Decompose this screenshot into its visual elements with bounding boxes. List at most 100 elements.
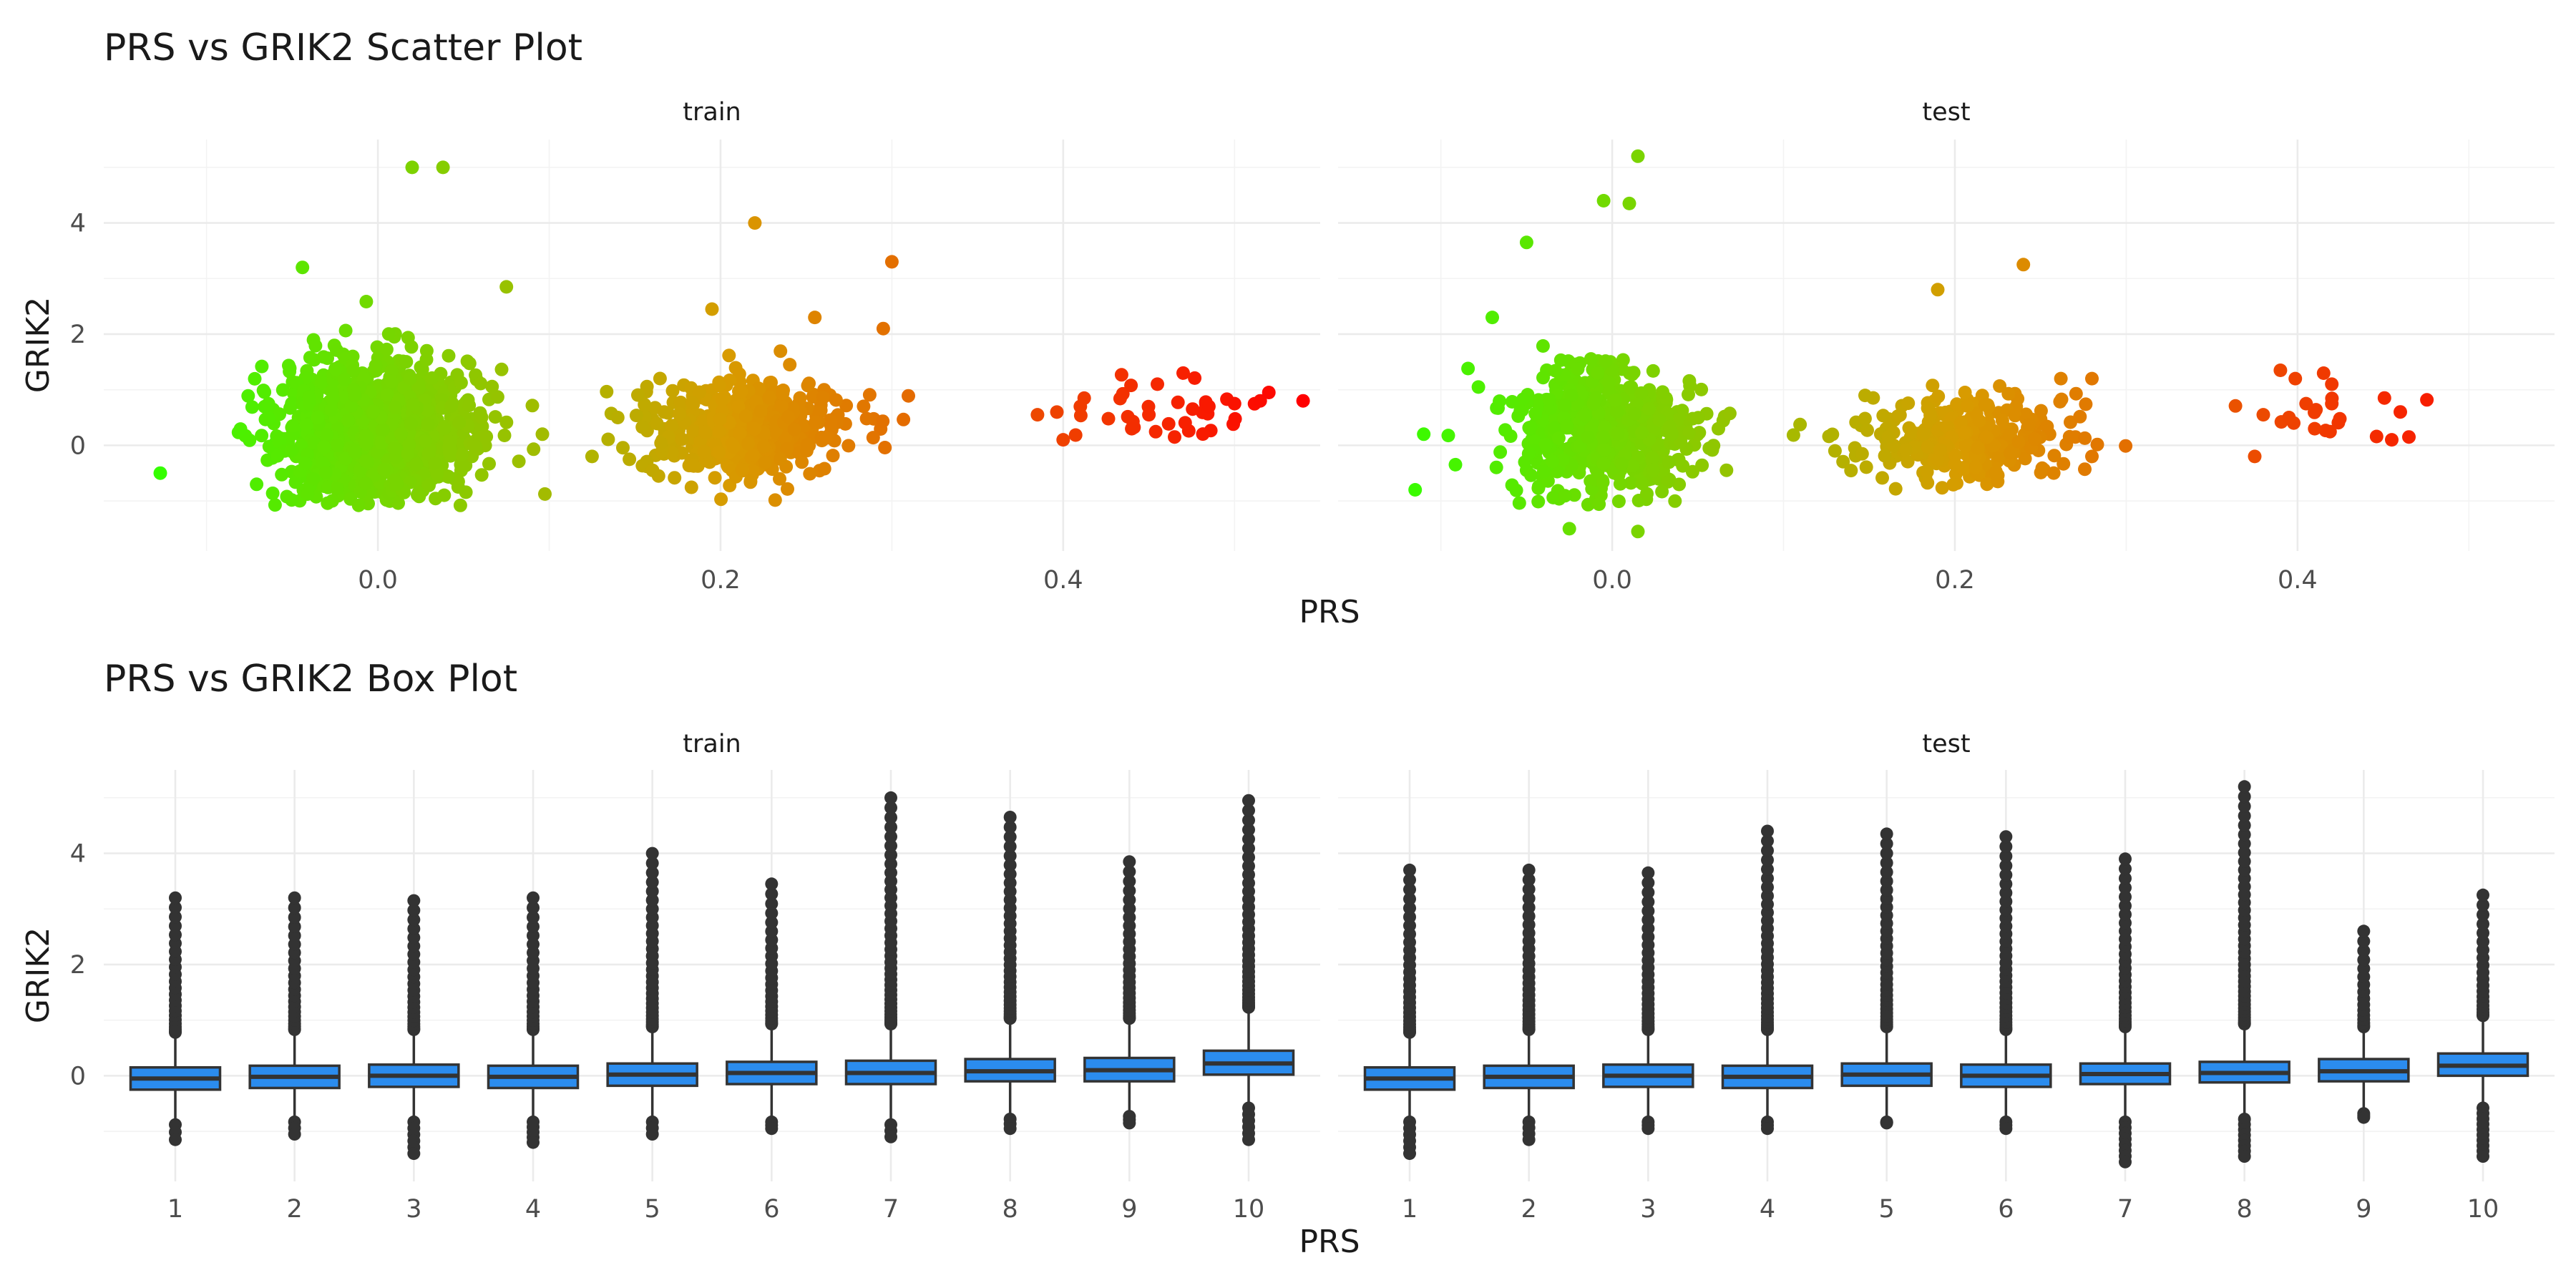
scatter-point: [2028, 432, 2041, 447]
scatter-point: [1822, 429, 1836, 444]
x-tick-label: 5: [1879, 1195, 1895, 1224]
scatter-point: [454, 376, 468, 390]
box-outlier: [1403, 892, 1416, 906]
scatter-point: [623, 452, 637, 467]
scatter-point: [1926, 379, 1940, 393]
scatter-point: [741, 436, 755, 451]
box-7: [844, 791, 937, 1143]
scatter-point: [153, 466, 167, 480]
scatter-point: [311, 411, 325, 424]
scatter-point: [1571, 362, 1585, 376]
scatter-point: [2248, 449, 2262, 464]
scatter-point: [1030, 408, 1045, 422]
scatter-point: [1858, 411, 1872, 426]
box-outlier: [765, 897, 779, 910]
scatter-point: [1608, 393, 1622, 407]
scatter-point: [1980, 477, 1994, 492]
box-6: [726, 877, 818, 1136]
scatter-point: [1995, 414, 2009, 428]
scatter-point: [331, 482, 345, 496]
scatter-point: [1596, 430, 1610, 444]
box-7: [2079, 852, 2172, 1169]
scatter-point: [298, 456, 313, 470]
scatter-point: [1493, 445, 1508, 459]
scatter-point: [1516, 392, 1531, 406]
box-outlier: [1641, 913, 1655, 927]
box-outlier: [169, 1133, 182, 1146]
scatter-point: [839, 399, 854, 413]
scatter-point: [1228, 411, 1242, 426]
scatter-point: [338, 372, 352, 386]
scatter-point: [316, 350, 331, 364]
y-tick-label: 0: [70, 1062, 86, 1091]
box-outlier: [1761, 834, 1774, 848]
scatter-point: [1558, 399, 1572, 413]
scatter-point: [437, 488, 452, 502]
x-tick-label: 8: [2237, 1195, 2253, 1224]
box-outlier: [1123, 874, 1136, 888]
box-outlier: [1999, 840, 2013, 853]
box-outlier: [1522, 1133, 1536, 1146]
box-outlier: [169, 901, 182, 914]
scatter-point: [1550, 464, 1564, 479]
scatter-point: [738, 409, 753, 423]
box-outlier: [2238, 809, 2251, 823]
scatter-point: [687, 459, 701, 473]
box-outlier: [1242, 832, 1255, 846]
scatter-point: [1186, 402, 1200, 416]
scatter-point: [512, 454, 526, 469]
box-outlier: [2238, 846, 2251, 859]
box-outlier: [1761, 1122, 1774, 1136]
scatter-point: [1631, 525, 1645, 539]
box-outlier: [2238, 799, 2251, 813]
box-outlier: [645, 894, 659, 907]
scatter-point: [324, 403, 338, 417]
scatter-point: [1148, 424, 1163, 439]
box-outlier: [884, 848, 897, 862]
x-tick-label: 10: [2467, 1195, 2499, 1224]
scatter-point: [286, 419, 300, 433]
scatter-point: [787, 422, 801, 436]
scatter-point: [282, 358, 296, 373]
scatter-point: [2323, 424, 2337, 439]
scatter-point: [731, 400, 746, 414]
scatter-point: [1646, 463, 1660, 477]
x-tick-label: 3: [406, 1195, 421, 1224]
box-outlier: [527, 901, 540, 914]
scatter-point: [1564, 388, 1579, 402]
box-outlier: [645, 857, 659, 870]
scatter-point: [780, 441, 794, 456]
scatter-point: [1931, 283, 1945, 297]
scatter-point: [1493, 394, 1507, 409]
scatter-point: [1665, 427, 1679, 441]
x-tick-label: 9: [2356, 1195, 2371, 1224]
scatter-point: [866, 431, 880, 445]
box-outlier: [1242, 859, 1255, 873]
box-outlier: [1242, 1133, 1255, 1146]
scatter-point: [698, 425, 713, 439]
scatter-facet-train: train 0.0 0.2 0.4: [104, 98, 1320, 595]
scatter-point: [1950, 397, 1964, 411]
x-tick-label: 0.0: [1592, 566, 1632, 595]
scatter-point: [1793, 417, 1807, 431]
box-outlier: [1999, 877, 2013, 891]
box-outlier: [1123, 865, 1136, 879]
box-outlier: [288, 920, 301, 933]
scatter-point: [451, 474, 465, 489]
box-outlier: [1761, 862, 1774, 876]
scatter-point: [1171, 395, 1185, 409]
box-outlier: [1403, 863, 1416, 877]
box-outlier: [2238, 837, 2251, 851]
scatter-point: [1859, 460, 1873, 474]
box-outlier: [2477, 898, 2489, 912]
scatter-point: [2034, 465, 2048, 479]
scatter-point: [1615, 457, 1629, 471]
box-outlier: [169, 910, 182, 924]
scatter-points: [1408, 149, 2434, 539]
box-outlier: [2357, 924, 2371, 938]
scatter-point: [610, 411, 625, 424]
scatter-point: [384, 374, 399, 389]
scatter-point: [817, 462, 831, 476]
scatter-point: [460, 354, 474, 369]
scatter-point: [1562, 522, 1576, 536]
